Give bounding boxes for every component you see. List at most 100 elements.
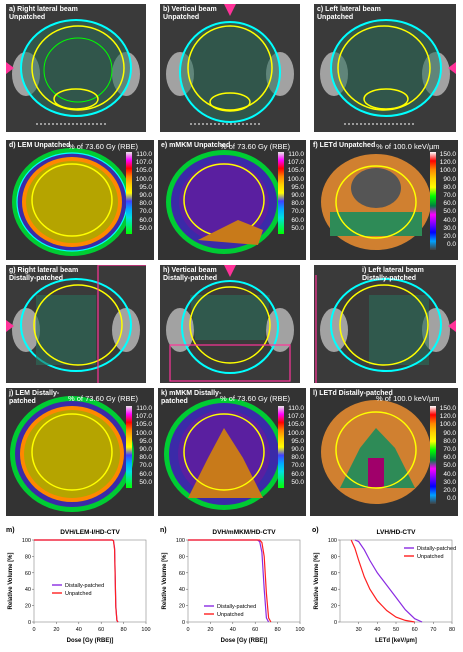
panel-label: c) Left lateral beam Unpatched xyxy=(317,6,381,21)
panel-h-vertical-patched: h) Vertical beam Distally-patched xyxy=(160,265,300,383)
y-tick-label: 60 xyxy=(331,571,337,577)
colorbar-ticks: 150.0 120.0 100.0 90.0 80.0 70.0 60.0 50.0 40.0 3… xyxy=(439,151,456,249)
dose-unit-label: % of 73.60 Gy (RBE) xyxy=(68,142,139,151)
panel-label: j) LEM Distally- patched xyxy=(9,390,60,405)
x-tick-label: 20 xyxy=(53,627,59,633)
x-axis-label: Dose [Gy (RBE)] xyxy=(67,638,114,644)
x-tick-label: 70 xyxy=(430,627,436,633)
panel-c-left-lateral-unpatched: c) Left lateral beam Unpatched xyxy=(314,4,456,132)
y-axis-label: Relative Volume [%] xyxy=(8,553,14,610)
colorbar xyxy=(430,152,436,250)
legend-label: Distally-patched xyxy=(65,583,104,589)
y-tick-label: 100 xyxy=(22,538,31,544)
dose-map-k xyxy=(158,388,306,516)
y-axis-label: Relative Volume [%] xyxy=(162,553,168,610)
plot-area xyxy=(33,539,147,623)
y-tick-label: 100 xyxy=(176,538,185,544)
x-tick-label: 80 xyxy=(121,627,127,633)
chart-dvh-lem: m) DVH/LEM-I/HD-CTV 0 20 40 60 80 100 0 20 40 60 80 1… xyxy=(6,527,151,644)
panel-j-lem-patched: j) LEM Distally- patched % of 73.60 Gy (… xyxy=(6,388,154,516)
chart-panel-label: o) xyxy=(312,527,319,534)
ct-slice-c xyxy=(314,4,456,132)
y-tick-label: 0 xyxy=(334,620,337,626)
x-tick-label: 60 xyxy=(412,627,418,633)
y-axis-label: Relative Volume [%] xyxy=(314,553,320,610)
x-tick-label: 80 xyxy=(275,627,281,633)
panel-f-letd-unpatched: f) LETd Unpatched % of 100.0 keV/µm 150.… xyxy=(310,140,458,260)
x-tick-label: 20 xyxy=(207,627,213,633)
dose-map-j xyxy=(6,388,154,516)
legend-label: Unpatched xyxy=(65,591,92,597)
panel-label: d) LEM Unpatched xyxy=(9,142,71,149)
legend-label: Unpatched xyxy=(417,554,444,560)
y-tick-label: 20 xyxy=(331,604,337,610)
x-tick-label: 0 xyxy=(186,627,189,633)
series-line xyxy=(350,539,415,623)
y-tick-label: 40 xyxy=(331,587,337,593)
x-tick-label: 40 xyxy=(230,627,236,633)
y-tick-label: 60 xyxy=(179,571,185,577)
y-tick-label: 0 xyxy=(182,620,185,626)
chart-title: DVH/mMKM/HD-CTV xyxy=(212,529,276,536)
panel-e-mmkm-unpatched: e) mMKM Unpatched % of 73.60 Gy (RBE) 11… xyxy=(158,140,306,260)
x-axis-label: LETd [keV/µm] xyxy=(375,638,417,644)
chart-panel-label: n) xyxy=(160,527,167,534)
colorbar-ticks: 110.0 107.0 105.0 100.0 95.0 90.0 80.0 70.0 60.0… xyxy=(135,151,152,232)
y-tick-label: 20 xyxy=(25,604,31,610)
plot-area xyxy=(187,539,301,623)
series-line xyxy=(34,539,119,623)
x-tick-label: 100 xyxy=(141,627,150,633)
y-tick-label: 100 xyxy=(328,538,337,544)
colorbar-ticks: 110.0 107.0 105.0 100.0 95.0 90.0 80.0 70.0 60.0… xyxy=(287,151,304,232)
y-tick-label: 80 xyxy=(25,554,31,560)
dose-unit-label: % of 73.60 Gy (RBE) xyxy=(220,394,291,403)
y-tick-label: 40 xyxy=(179,587,185,593)
chart-lvh: o) LVH/HD-CTV 30 40 50 60 70 80 0 20 40 60 80 100 LETd… xyxy=(312,527,456,644)
y-tick-label: 20 xyxy=(179,604,185,610)
panel-label: i) Left lateral beam Distally-patched xyxy=(362,267,424,282)
colorbar xyxy=(278,406,284,488)
panel-i-left-lateral-patched: i) Left lateral beam Distally-patched xyxy=(314,265,456,383)
series-line xyxy=(188,539,272,623)
x-tick-label: 60 xyxy=(252,627,258,633)
legend-label: Distally-patched xyxy=(217,604,256,610)
colorbar xyxy=(126,406,132,488)
dose-map-d xyxy=(6,140,154,260)
series-line xyxy=(354,539,423,623)
panel-label: g) Right lateral beam Distally-patched xyxy=(9,267,79,282)
colorbar-ticks: 110.0 107.0 105.0 100.0 95.0 90.0 80.0 70.0 60.0… xyxy=(287,405,304,486)
y-tick-label: 40 xyxy=(25,587,31,593)
legend-label: Unpatched xyxy=(217,612,244,618)
plot-area xyxy=(339,539,453,623)
panel-label: b) Vertical beam Unpatched xyxy=(163,6,217,21)
x-tick-label: 30 xyxy=(356,627,362,633)
colorbar xyxy=(126,152,132,234)
x-tick-label: 50 xyxy=(393,627,399,633)
ct-slice-b xyxy=(160,4,300,132)
panel-g-right-lateral-patched: g) Right lateral beam Distally-patched xyxy=(6,265,146,383)
x-tick-label: 40 xyxy=(374,627,380,633)
chart-panel-label: m) xyxy=(6,527,15,534)
colorbar-ticks: 150.0 120.0 100.0 90.0 80.0 70.0 60.0 50.0 40.0 3… xyxy=(439,405,456,503)
ct-slice-i xyxy=(314,265,456,383)
let-map-f xyxy=(310,140,458,260)
x-tick-label: 0 xyxy=(32,627,35,633)
dose-unit-label: % of 73.60 Gy (RBE) xyxy=(220,142,291,151)
ct-slice-h xyxy=(160,265,300,383)
panel-label: l) LETd Distally-patched xyxy=(313,390,393,397)
legend-label: Distally-patched xyxy=(417,546,456,552)
panel-label: h) Vertical beam Distally-patched xyxy=(163,267,218,282)
panel-k-mmkm-patched: k) mMKM Distally- patched % of 73.60 Gy … xyxy=(158,388,306,516)
y-tick-label: 80 xyxy=(331,554,337,560)
panel-label: e) mMKM Unpatched xyxy=(161,142,231,149)
panel-label: f) LETd Unpatched xyxy=(313,142,376,149)
colorbar-ticks: 110.0 107.0 105.0 100.0 95.0 90.0 80.0 70.0 60.0… xyxy=(135,405,152,486)
y-tick-label: 0 xyxy=(28,620,31,626)
x-tick-label: 60 xyxy=(98,627,104,633)
panel-d-lem-unpatched: d) LEM Unpatched % of 73.60 Gy (RBE) 110… xyxy=(6,140,154,260)
let-unit-label: % of 100.0 keV/µm xyxy=(376,394,440,403)
y-tick-label: 60 xyxy=(25,571,31,577)
panel-label: k) mMKM Distally- patched xyxy=(161,390,222,405)
chart-title: LVH/HD-CTV xyxy=(377,529,417,536)
